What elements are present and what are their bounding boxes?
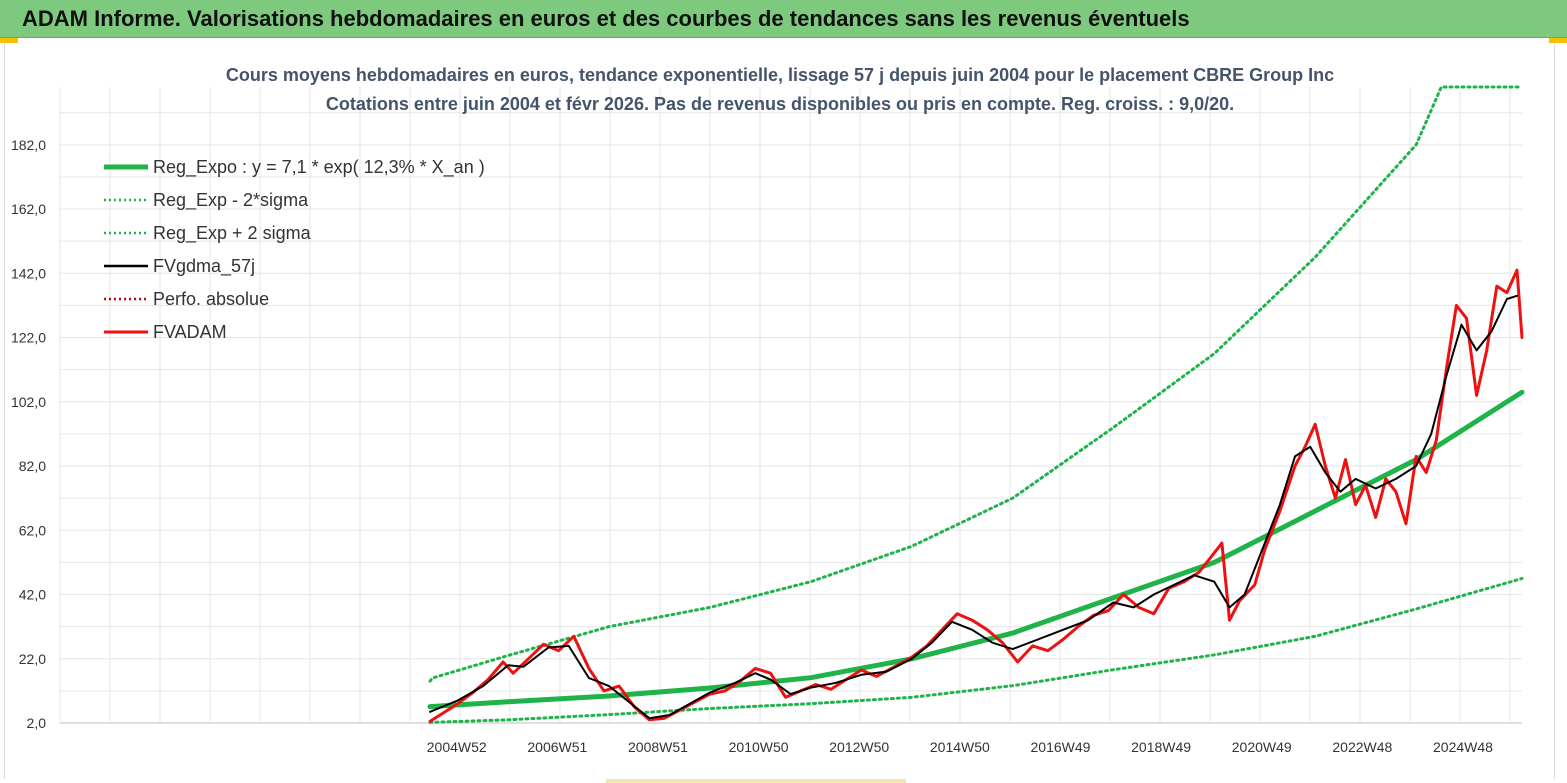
report-banner: ADAM Informe. Valorisations hebdomadaire… xyxy=(0,0,1567,38)
x-axis-ticks: 2004W52 2006W51 2008W51 2010W50 2012W50 2014W… xyxy=(427,739,1493,755)
y-tick-label: 62,0 xyxy=(19,522,46,538)
series-line xyxy=(427,389,1525,710)
y-tick-label: 102,0 xyxy=(11,394,46,410)
series-line xyxy=(428,577,1524,724)
series-line xyxy=(428,85,1524,683)
y-tick-label: 182,0 xyxy=(11,137,46,153)
y-tick-label: 162,0 xyxy=(11,201,46,217)
y-tick-label: 22,0 xyxy=(19,651,46,667)
x-tick-label: 2014W50 xyxy=(930,739,990,755)
series-line xyxy=(429,294,1518,720)
bottom-scroll-strip xyxy=(606,779,906,783)
report-title: ADAM Informe. Valorisations hebdomadaire… xyxy=(22,6,1190,31)
chart-series xyxy=(427,85,1525,724)
x-tick-label: 2020W49 xyxy=(1232,739,1292,755)
y-axis-ticks: 2,0 22,0 42,0 62,0 82,0 102,0 122,0 142,0 162,0 1… xyxy=(11,137,46,731)
corner-marker-left xyxy=(0,38,18,43)
x-tick-label: 2006W51 xyxy=(527,739,587,755)
x-tick-label: 2024W48 xyxy=(1433,739,1493,755)
y-tick-label: 142,0 xyxy=(11,265,46,281)
chart-subtitle: Cotations entre juin 2004 et févr 2026. … xyxy=(326,94,1234,114)
y-tick-label: 122,0 xyxy=(11,330,46,346)
corner-marker-right xyxy=(1549,38,1567,43)
chart-frame xyxy=(4,44,1555,779)
legend-label: Reg_Expo : y = 7,1 * exp( 12,3% * X_an ) xyxy=(153,157,485,178)
x-tick-label: 2018W49 xyxy=(1131,739,1191,755)
legend-label: Reg_Exp + 2 sigma xyxy=(153,223,312,244)
x-tick-label: 2012W50 xyxy=(829,739,889,755)
x-tick-label: 2004W52 xyxy=(427,739,487,755)
x-tick-label: 2016W49 xyxy=(1031,739,1091,755)
x-tick-label: 2010W50 xyxy=(729,739,789,755)
chart-legend: Reg_Expo : y = 7,1 * exp( 12,3% * X_an )… xyxy=(104,157,485,342)
chart-title: Cours moyens hebdomadaires en euros, ten… xyxy=(226,65,1334,85)
legend-label: Perfo. absolue xyxy=(153,289,269,309)
legend-label: Reg_Exp - 2*sigma xyxy=(153,190,309,211)
legend-label: FVADAM xyxy=(153,322,227,342)
y-tick-label: 2,0 xyxy=(27,715,47,731)
x-tick-label: 2022W48 xyxy=(1332,739,1392,755)
legend-label: FVgdma_57j xyxy=(153,256,255,277)
x-tick-label: 2008W51 xyxy=(628,739,688,755)
chart-grid xyxy=(59,87,1522,724)
y-tick-label: 82,0 xyxy=(19,458,46,474)
y-tick-label: 42,0 xyxy=(19,587,46,603)
